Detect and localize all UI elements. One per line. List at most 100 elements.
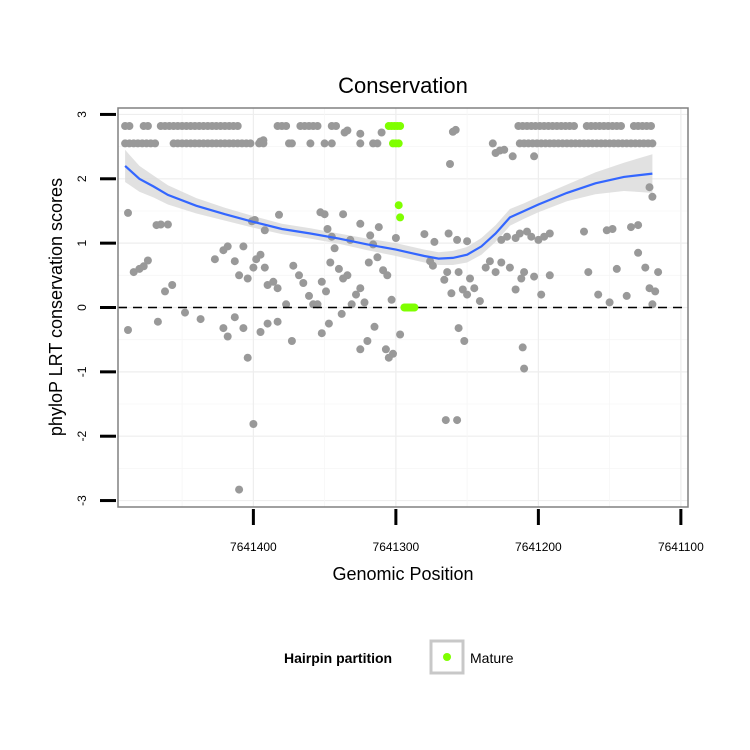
- point-other: [383, 271, 392, 280]
- y-tick-label: 3: [75, 111, 89, 118]
- point-other: [273, 284, 282, 293]
- point-other: [517, 274, 526, 283]
- point-other: [373, 139, 382, 148]
- point-other: [530, 152, 539, 161]
- point-other: [648, 300, 657, 309]
- point-other: [260, 226, 269, 235]
- point-other: [168, 281, 177, 289]
- point-other: [381, 345, 390, 354]
- point-other: [259, 136, 268, 145]
- point-other: [520, 364, 529, 373]
- point-other: [481, 263, 490, 272]
- point-other: [124, 208, 132, 217]
- point-other: [594, 290, 603, 299]
- point-other: [332, 122, 340, 130]
- smooth-trend-line: [124, 165, 653, 260]
- point-other: [451, 125, 460, 134]
- point-other: [246, 139, 255, 148]
- point-other: [352, 290, 360, 299]
- point-other: [161, 287, 169, 296]
- point-other: [305, 291, 313, 300]
- point-other: [347, 300, 356, 309]
- point-other: [260, 263, 269, 272]
- point-other: [453, 235, 462, 244]
- chart-title: Conservation: [338, 73, 468, 98]
- point-other: [520, 268, 529, 277]
- point-other: [617, 122, 625, 130]
- point-other: [374, 223, 383, 232]
- point-other: [443, 268, 452, 277]
- point-other: [580, 227, 588, 236]
- point-other: [460, 337, 469, 345]
- point-other: [356, 139, 365, 148]
- point-other: [463, 290, 472, 299]
- point-other: [323, 225, 332, 233]
- point-other: [317, 277, 326, 286]
- smooth-confidence-band: [125, 149, 653, 265]
- point-other: [497, 258, 506, 267]
- point-other: [256, 250, 265, 259]
- y-tick-label: 2: [75, 175, 89, 182]
- point-other: [125, 122, 134, 130]
- point-other: [295, 271, 303, 280]
- point-other: [356, 219, 365, 228]
- point-other: [196, 315, 205, 324]
- point-other: [219, 324, 228, 333]
- y-tick-label: -1: [75, 366, 89, 377]
- legend: Hairpin partition Mature: [284, 639, 514, 675]
- point-other: [453, 416, 462, 425]
- point-other: [230, 313, 239, 322]
- point-other: [356, 284, 365, 293]
- point-other: [608, 225, 617, 233]
- point-other: [313, 122, 322, 130]
- point-other: [343, 126, 352, 135]
- point-other: [440, 275, 449, 284]
- point-other: [641, 263, 650, 272]
- point-other: [337, 309, 346, 318]
- point-other: [243, 274, 252, 283]
- point-other: [287, 139, 296, 148]
- point-other: [634, 221, 643, 230]
- point-other: [360, 298, 369, 307]
- point-other: [444, 229, 453, 238]
- point-other: [470, 284, 479, 293]
- point-other: [622, 291, 631, 300]
- point-other: [488, 139, 497, 148]
- point-other: [428, 261, 437, 270]
- point-other: [645, 183, 654, 192]
- point-other: [485, 257, 494, 266]
- point-other: [153, 317, 162, 326]
- point-other: [156, 220, 165, 229]
- point-other: [243, 353, 252, 362]
- point-other: [356, 129, 365, 138]
- point-other: [235, 485, 244, 494]
- y-tick-label: -3: [75, 495, 89, 506]
- point-other: [518, 343, 527, 352]
- point-other: [282, 300, 291, 309]
- y-tick-label: 1: [75, 239, 89, 246]
- x-tick-label: 7641100: [658, 540, 704, 554]
- point-other: [230, 257, 239, 266]
- panel-border: [117, 107, 689, 508]
- x-tick-label: 7641300: [373, 540, 420, 554]
- point-other: [647, 122, 655, 130]
- point-other: [389, 349, 397, 358]
- point-other: [320, 210, 329, 219]
- point-other: [289, 261, 298, 270]
- y-tick-label: 0: [75, 304, 89, 311]
- point-other: [463, 237, 472, 246]
- point-other: [210, 255, 219, 264]
- point-other: [515, 229, 524, 238]
- point-other: [143, 256, 152, 265]
- point-other: [373, 253, 382, 262]
- point-other: [233, 122, 242, 130]
- point-other: [275, 210, 283, 219]
- point-other: [326, 258, 335, 267]
- point-other: [263, 319, 272, 328]
- legend-label-mature: Mature: [470, 650, 514, 666]
- point-other: [654, 268, 663, 277]
- points-mature: [384, 122, 419, 312]
- point-other: [322, 287, 330, 296]
- point-other: [648, 139, 657, 148]
